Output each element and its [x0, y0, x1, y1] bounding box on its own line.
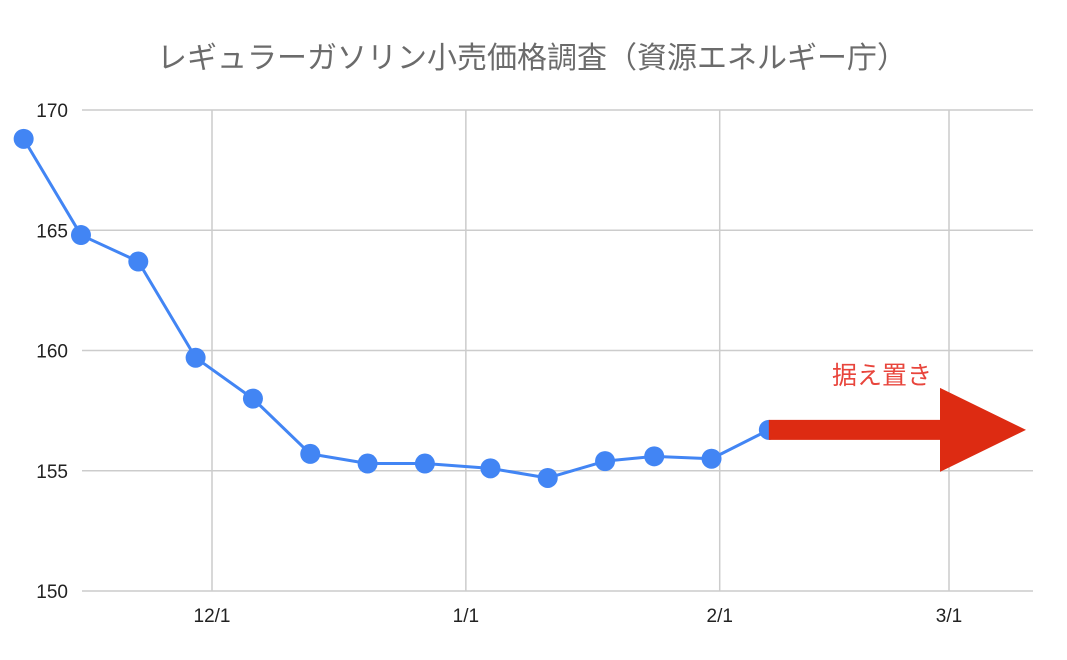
data-point: [128, 251, 149, 272]
x-tick-label: 3/1: [936, 606, 962, 627]
y-tick-label: 150: [36, 582, 68, 603]
x-tick-label: 12/1: [194, 606, 231, 627]
annotation-label: 据え置き: [832, 361, 932, 390]
y-tick-label: 170: [36, 101, 68, 122]
y-tick-label: 165: [36, 221, 68, 242]
series-line: [22, 138, 770, 480]
x-axis-ticks: 12/1 1/1 2/1 3/1: [194, 606, 963, 627]
chart-title: レギュラーガソリン小売価格調査（資源エネルギー庁）: [157, 41, 907, 76]
data-point: [70, 225, 91, 246]
right-arrow-icon: [768, 387, 1026, 472]
data-point: [595, 451, 616, 472]
data-point: [644, 446, 665, 467]
data-point: [185, 347, 206, 368]
data-point: [414, 453, 435, 474]
x-tick-label: 2/1: [707, 606, 733, 627]
data-point: [357, 453, 378, 474]
series-group: [13, 128, 779, 488]
data-point: [537, 467, 558, 488]
y-axis-ticks: 150 155 160 165 170: [36, 101, 68, 603]
x-tick-label: 1/1: [453, 606, 479, 627]
data-point: [701, 448, 722, 469]
y-tick-label: 155: [36, 462, 68, 483]
annotation-group: 据え置き: [768, 361, 1026, 472]
data-point: [13, 128, 34, 149]
y-tick-label: 160: [36, 342, 68, 363]
data-point: [480, 458, 501, 479]
y-gridlines: [82, 109, 1033, 592]
data-point: [242, 388, 263, 409]
x-gridlines: [211, 110, 950, 591]
data-point: [300, 443, 321, 464]
